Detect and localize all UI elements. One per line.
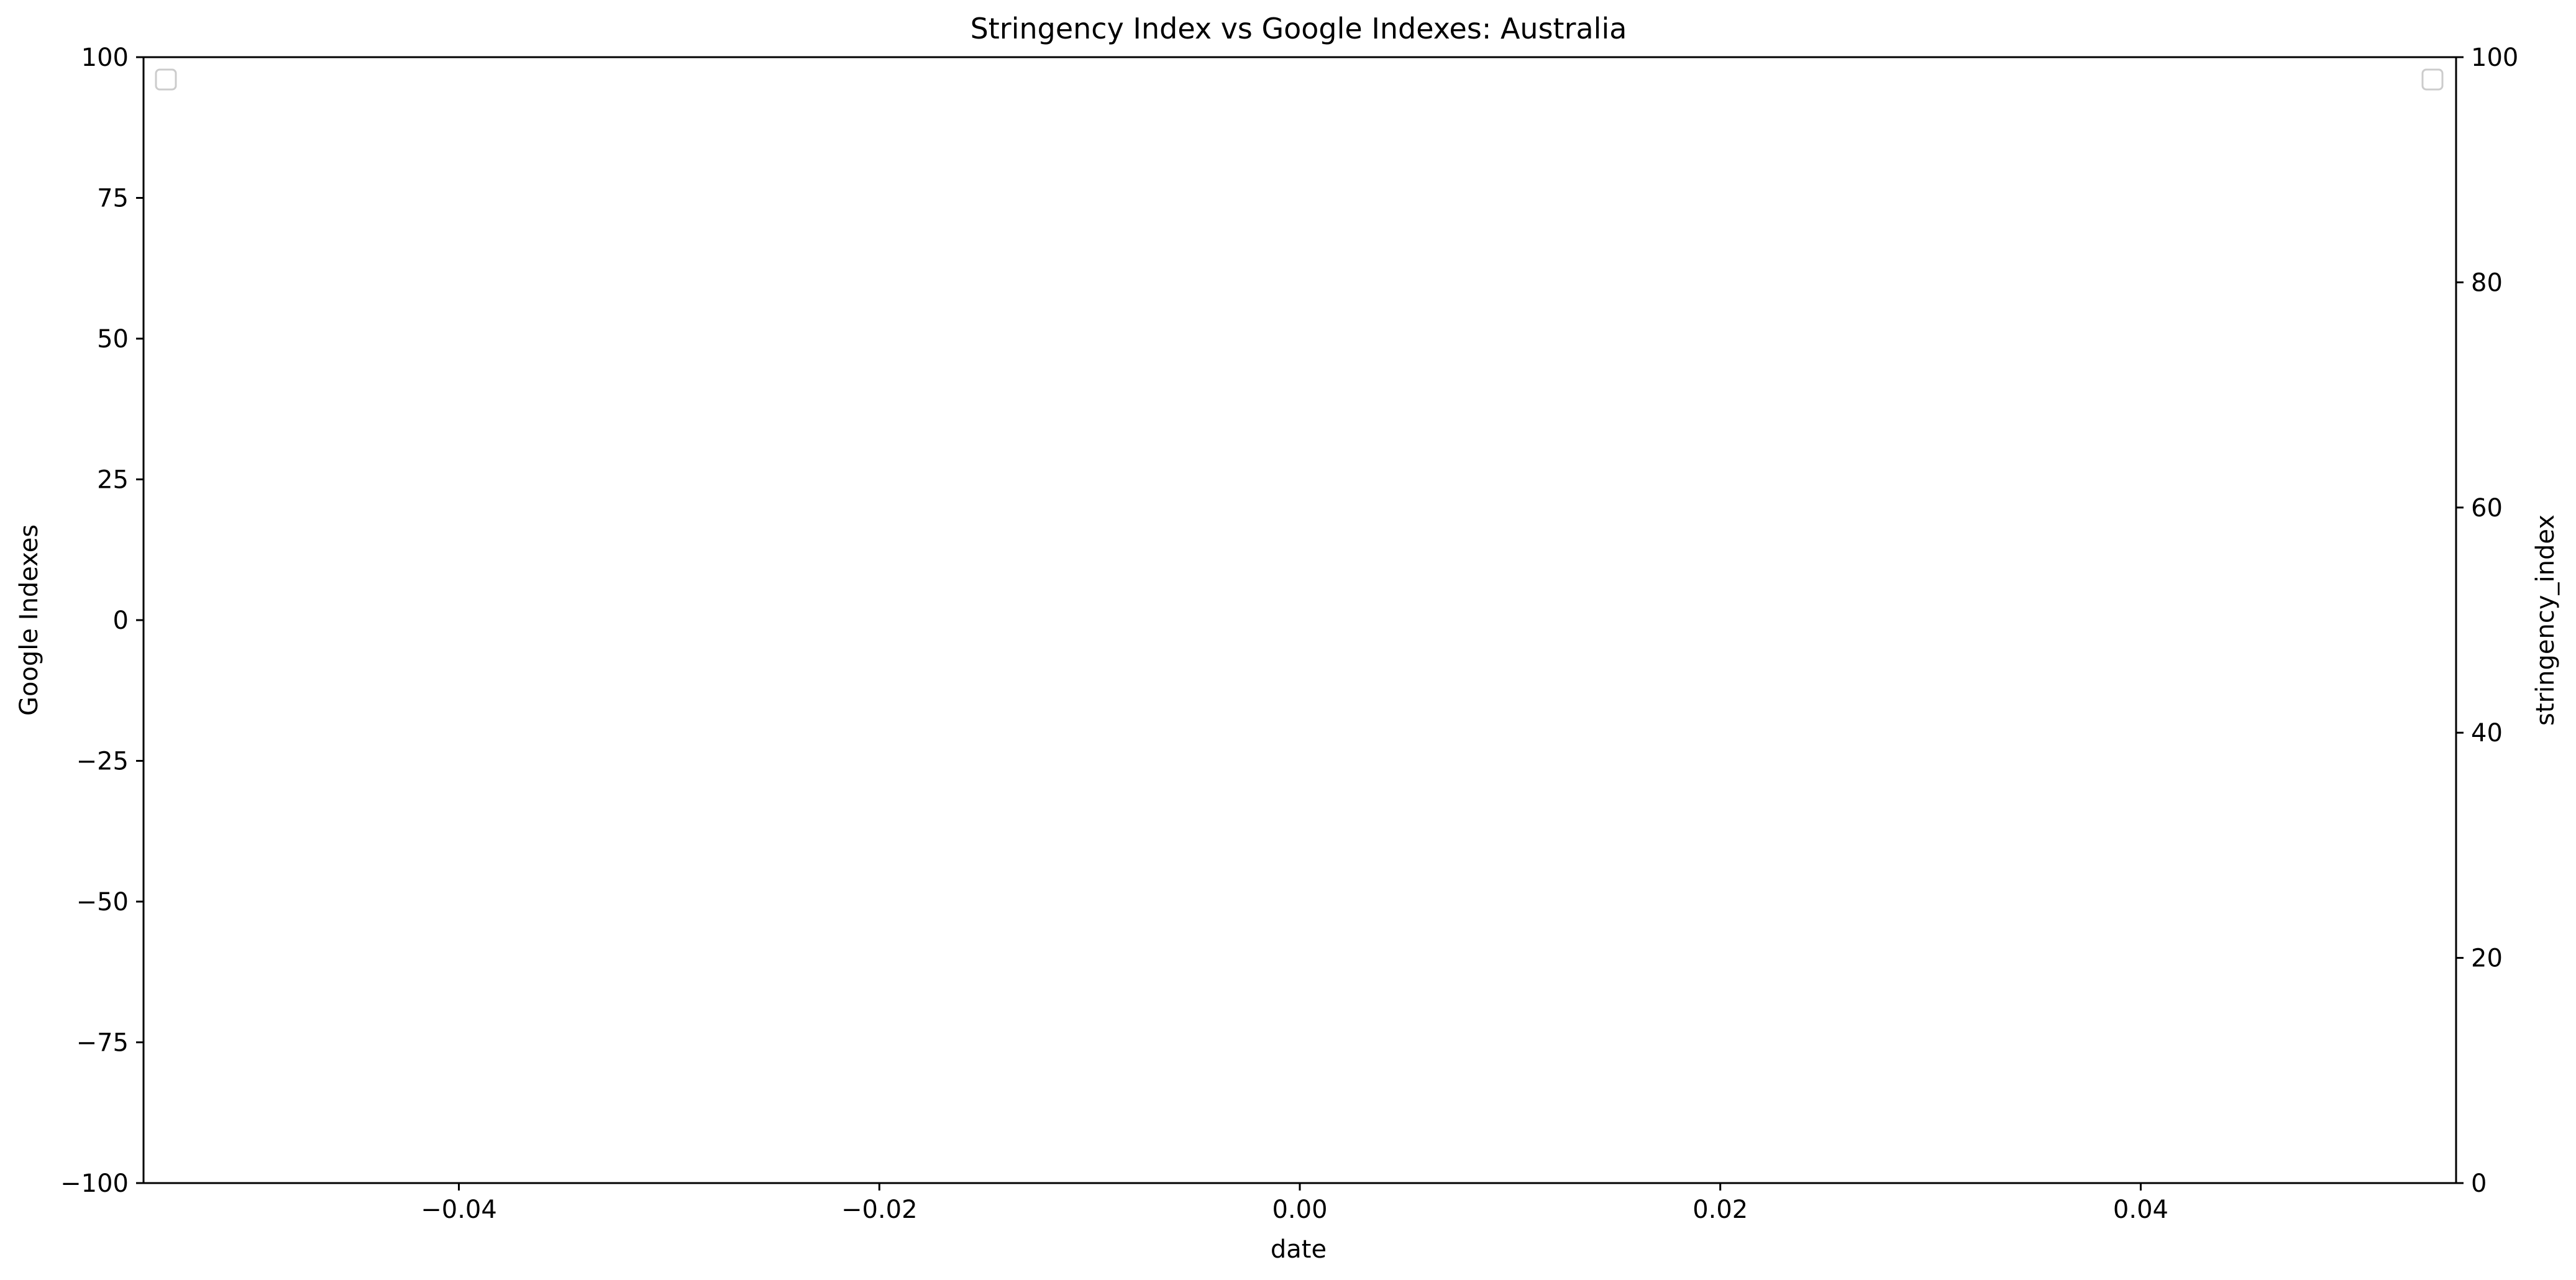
y-tick-label: 25 [97, 466, 129, 495]
y2-tick-label: 20 [2471, 944, 2503, 973]
y2-tick-label: 0 [2471, 1169, 2487, 1198]
x-tick-label: −0.04 [421, 1195, 497, 1224]
y2-tick-label: 40 [2471, 719, 2503, 747]
x-tick-label: 0.04 [2113, 1195, 2168, 1224]
y-tick-label: −25 [76, 747, 129, 776]
y-tick-label: 75 [97, 185, 129, 213]
chart-title: Stringency Index vs Google Indexes: Aust… [971, 12, 1627, 45]
x-tick-label: −0.02 [841, 1195, 918, 1224]
legend-left [155, 68, 177, 91]
y2-tick-label: 100 [2471, 43, 2518, 72]
y-tick-label: −100 [60, 1169, 129, 1198]
x-axis-label: date [1271, 1235, 1327, 1264]
x-tick-label: 0.00 [1272, 1195, 1327, 1224]
y-axis-label: Google Indexes [15, 524, 43, 716]
x-tick-label: 0.02 [1692, 1195, 1748, 1224]
y-tick-label: 0 [113, 606, 129, 635]
y2-axis-ticks: 0 20 40 60 80 100 [2456, 43, 2518, 1198]
y-tick-label: −75 [76, 1029, 129, 1058]
y-axis-ticks: −100 −75 −50 −25 0 25 50 75 100 [60, 43, 144, 1198]
y-tick-label: 100 [81, 43, 129, 72]
y2-tick-label: 60 [2471, 494, 2503, 523]
y-tick-label: 50 [97, 325, 129, 354]
y2-axis-label: stringency_index [2531, 514, 2560, 726]
plot-frame [142, 56, 2457, 1184]
x-axis-ticks: −0.04 −0.02 0.00 0.02 0.04 [421, 1183, 2168, 1224]
y-tick-label: −50 [76, 888, 129, 917]
y2-tick-label: 80 [2471, 268, 2503, 297]
legend-right [2421, 68, 2444, 91]
